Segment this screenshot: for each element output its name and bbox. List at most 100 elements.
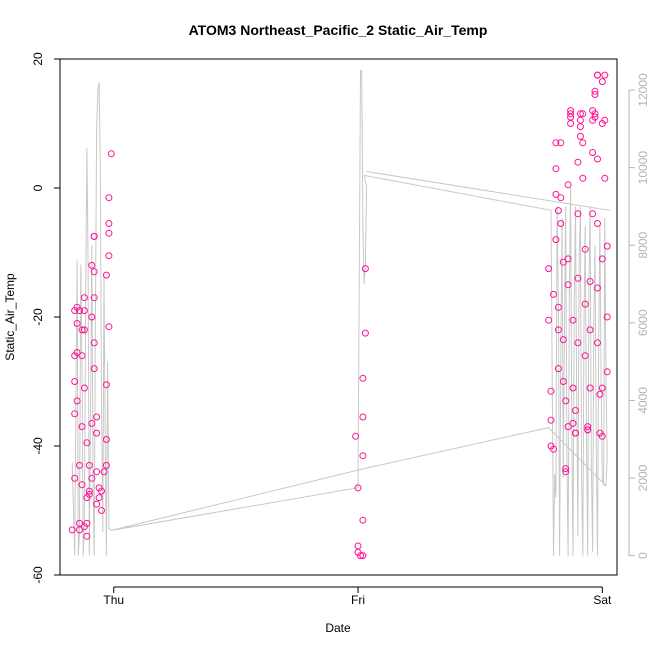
data-point — [90, 268, 98, 276]
data-point — [591, 91, 599, 98]
data-point — [576, 132, 584, 140]
secondary-connector — [366, 171, 610, 211]
data-point — [359, 374, 367, 382]
secondary-line — [71, 70, 608, 556]
data-point — [564, 181, 572, 189]
data-point — [579, 174, 587, 182]
data-point — [594, 339, 601, 347]
data-point — [594, 71, 601, 79]
data-point — [574, 274, 582, 282]
left-tick-label: -40 — [31, 437, 45, 455]
data-point — [78, 481, 86, 489]
right-tick-label: 0 — [636, 552, 650, 559]
data-point — [574, 210, 582, 218]
data-point — [93, 468, 101, 476]
right-tick-label: 4000 — [636, 387, 650, 414]
data-point — [93, 429, 101, 437]
data-point — [547, 416, 555, 424]
left-tick-label: 0 — [31, 184, 45, 191]
data-point — [357, 552, 364, 560]
secondary-series — [71, 70, 610, 556]
data-point — [559, 336, 567, 344]
data-point — [71, 474, 79, 482]
data-point — [562, 397, 570, 405]
data-point — [567, 113, 575, 121]
data-point — [83, 532, 91, 540]
data-point — [581, 245, 589, 253]
data-point — [569, 419, 577, 427]
data-point — [361, 265, 369, 273]
data-point — [83, 439, 91, 447]
data-point — [554, 303, 562, 311]
data-point — [576, 116, 584, 124]
left-tick-label: -20 — [31, 308, 45, 326]
data-point — [95, 494, 103, 502]
data-point — [586, 278, 594, 285]
x-axis: Thu Fri Sat — [103, 586, 612, 607]
data-point — [78, 423, 86, 431]
data-point — [98, 487, 105, 495]
data-point — [601, 174, 609, 182]
left-y-axis: -60 -40 -20 0 20 — [31, 52, 60, 584]
data-point — [85, 461, 93, 469]
data-point — [105, 220, 113, 227]
data-point — [98, 507, 105, 514]
data-point — [567, 110, 575, 118]
data-point — [557, 194, 565, 202]
chart-title: ATOM3 Northeast_Pacific_2 Static_Air_Tem… — [189, 22, 488, 38]
data-point — [100, 468, 108, 476]
data-point — [584, 423, 592, 431]
data-point — [80, 307, 88, 315]
data-point — [102, 271, 110, 279]
data-point — [354, 542, 362, 550]
data-point — [83, 519, 91, 527]
data-point — [598, 384, 606, 392]
data-point — [569, 384, 577, 392]
data-point — [88, 261, 96, 269]
data-point — [80, 294, 88, 302]
data-point — [572, 407, 579, 414]
data-point — [554, 365, 562, 373]
data-point — [359, 413, 367, 421]
right-y-axis: 0 2000 4000 6000 8000 10000 12000 — [628, 73, 650, 559]
data-point — [88, 474, 96, 482]
x-axis-label: Date — [325, 621, 351, 635]
data-point — [105, 323, 113, 331]
data-point — [80, 384, 88, 392]
data-point — [545, 316, 553, 324]
data-point — [90, 339, 98, 347]
data-point — [352, 432, 360, 440]
data-point — [591, 113, 599, 121]
data-point — [574, 339, 582, 347]
data-point — [598, 432, 606, 440]
data-point — [76, 526, 83, 534]
data-point — [601, 116, 609, 124]
data-point — [552, 190, 560, 198]
data-point — [85, 490, 93, 498]
data-point — [572, 429, 579, 437]
data-point — [576, 123, 584, 131]
data-point — [603, 313, 611, 321]
data-point — [105, 252, 113, 260]
x-tick-label: Fri — [351, 593, 365, 607]
data-point — [85, 487, 93, 495]
data-point — [90, 365, 98, 373]
data-point — [359, 516, 367, 524]
data-point — [569, 316, 577, 324]
data-point — [594, 155, 601, 163]
data-point — [574, 158, 582, 166]
data-point — [68, 526, 76, 534]
data-point — [559, 258, 567, 266]
data-point — [564, 281, 572, 289]
data-point — [88, 313, 96, 321]
data-point — [564, 423, 572, 431]
data-point — [102, 461, 110, 469]
plot-frame — [59, 58, 618, 576]
x-tick-label: Sat — [593, 593, 612, 607]
right-tick-label: 6000 — [636, 309, 650, 336]
y-axis-label: Static_Air_Temp — [3, 273, 17, 361]
data-point — [102, 436, 110, 443]
data-point — [603, 242, 611, 250]
data-point — [359, 552, 367, 560]
data-point — [557, 220, 565, 227]
